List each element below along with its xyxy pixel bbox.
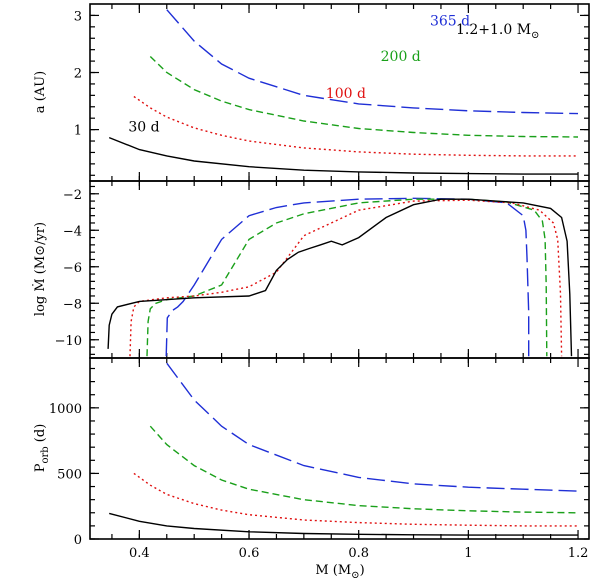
y-tick-label: 2 — [74, 67, 82, 82]
middle-panel-plot: −2 −4 −6 −8 −10 — [55, 181, 589, 358]
y-tick-label: −2 — [63, 188, 82, 203]
y-tick-label: −8 — [63, 297, 82, 312]
series-label-100d: 100 d — [326, 86, 366, 102]
figure-annotation: 1.2+1.0 M⊙ — [456, 22, 539, 41]
y-tick-label: −6 — [63, 261, 82, 276]
y-tick-label: 0 — [74, 533, 82, 548]
bottom-panel-ylabel: Porb (d) — [33, 424, 51, 473]
x-tick-label: 0.4 — [129, 546, 150, 561]
y-tick-label: −4 — [63, 224, 82, 239]
series-label-200d: 200 d — [381, 49, 421, 65]
top-panel-ylabel: a (AU) — [33, 71, 48, 113]
y-tick-label: 500 — [57, 467, 82, 482]
y-tick-label: 1 — [74, 124, 82, 139]
y-tick-label: 3 — [74, 9, 82, 24]
series-200d-bottom — [149, 425, 579, 514]
series-100d-middle — [129, 199, 563, 357]
bottom-panel-frame — [89, 357, 590, 540]
x-axis-label: M (M⊙) — [315, 563, 364, 579]
series-30d-bottom — [109, 512, 578, 536]
y-tick-label: 1000 — [49, 402, 82, 417]
x-tick-label: 0.8 — [348, 546, 369, 561]
series-365d-middle — [165, 197, 530, 357]
y-tick-label: −10 — [55, 334, 82, 349]
x-tick-label: 0.6 — [239, 546, 260, 561]
middle-panel-frame — [89, 180, 590, 359]
series-100d-top — [133, 95, 578, 157]
series-30d-top — [108, 136, 578, 175]
series-30d-middle — [107, 198, 573, 357]
bottom-panel-plot: 0 500 1000 0.4 0.6 0.8 1 1.2 — [49, 358, 589, 561]
series-365d-bottom — [166, 362, 579, 492]
series-100d-bottom — [133, 472, 578, 527]
series-365d-top — [166, 9, 579, 115]
series-label-30d: 30 d — [128, 119, 159, 135]
x-tick-label: 1 — [464, 546, 472, 561]
series-label-365d: 365 d — [430, 14, 470, 30]
top-panel-plot: 1 2 3 365 d 200 d 100 d 30 d — [74, 4, 589, 181]
x-tick-label: 1.2 — [568, 546, 589, 561]
series-200d-top — [149, 55, 579, 138]
series-200d-middle — [146, 198, 548, 357]
middle-panel-ylabel: log Ṁ (M⊙/yr) — [31, 222, 48, 316]
